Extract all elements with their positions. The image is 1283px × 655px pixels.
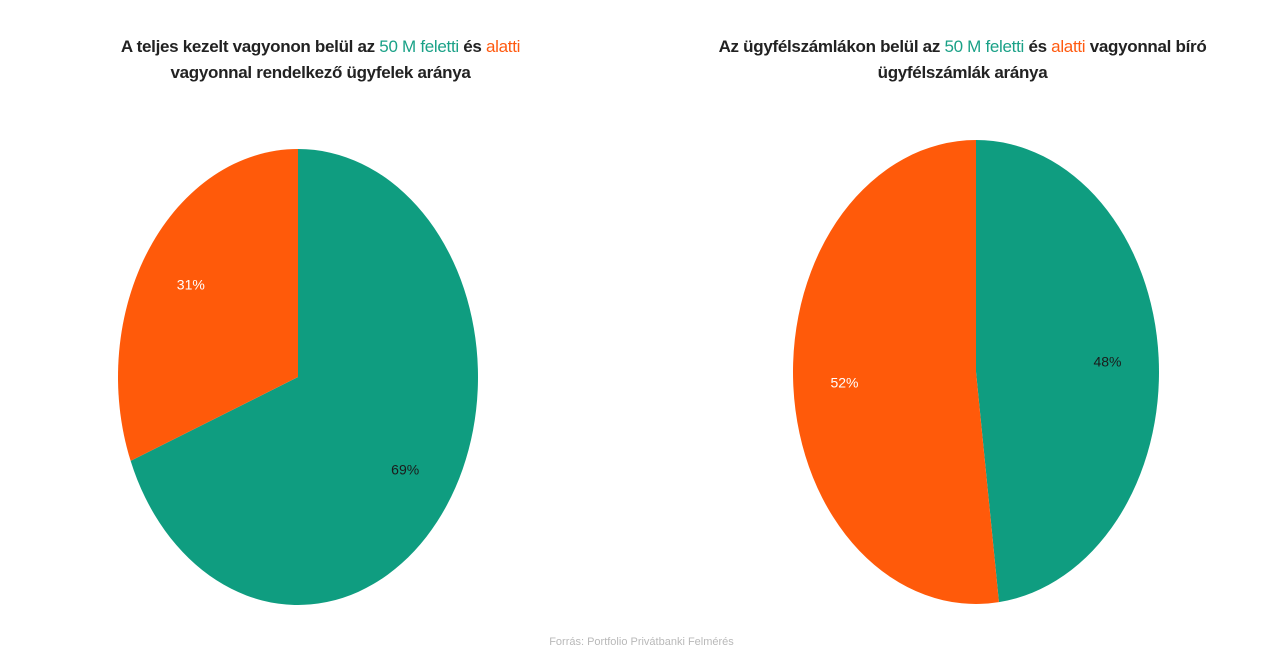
pie-slice-label: 48% bbox=[1093, 354, 1121, 370]
pie-slice-above-50m bbox=[130, 149, 479, 605]
pie-chart-right: 48% 52% bbox=[793, 140, 1159, 604]
pie-slice-label: 52% bbox=[830, 374, 858, 390]
pie-slice-above-50m bbox=[976, 140, 1159, 603]
chart-panel-right: Az ügyfélszámlákon belül az 50 M feletti… bbox=[642, 0, 1283, 620]
title-highlight-above: 50 M feletti bbox=[944, 37, 1025, 56]
pie-chart-left: 69% 31% bbox=[117, 149, 479, 605]
source-note: Forrás: Portfolio Privátbanki Felmérés bbox=[549, 636, 734, 648]
pie-slice-label: 69% bbox=[391, 461, 419, 477]
title-highlight-below: alatti bbox=[486, 37, 521, 56]
pie-slice-label: 31% bbox=[177, 277, 205, 293]
chart-title: Az ügyfélszámlákon belül az 50 M feletti… bbox=[718, 37, 1207, 82]
chart-title: A teljes kezelt vagyonon belül az 50 M f… bbox=[120, 37, 521, 82]
pie-slice-below-50m bbox=[117, 149, 299, 461]
title-highlight-above: 50 M feletti bbox=[379, 37, 459, 56]
chart-panel-left: A teljes kezelt vagyonon belül az 50 M f… bbox=[0, 0, 641, 620]
pie-slice-below-50m bbox=[793, 140, 999, 604]
title-highlight-below: alatti bbox=[1051, 37, 1086, 56]
